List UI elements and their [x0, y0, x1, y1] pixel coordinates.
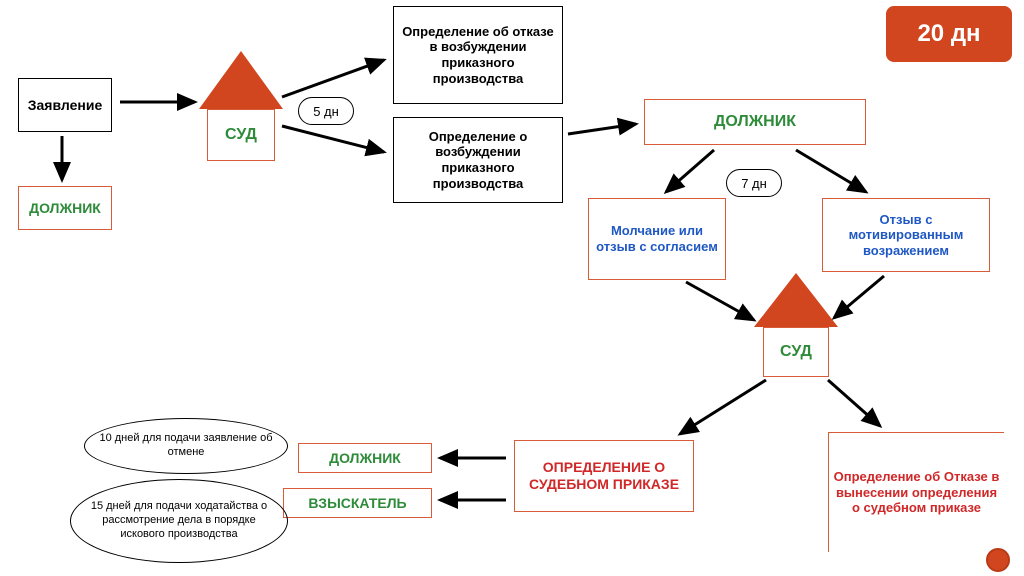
vzyskatel-label: ВЗЫСКАТЕЛЬ: [308, 495, 406, 512]
box-otzyv-motiv: Отзыв с мотивированным возражением: [822, 198, 990, 272]
pill-7dn-label: 7 дн: [741, 176, 767, 191]
opred-vozb-label: Определение о возбуждении приказного про…: [398, 129, 558, 191]
opred-sud-prikaz-label: ОПРЕДЕЛЕНИЕ О СУДЕБНОМ ПРИКАЗЕ: [519, 459, 689, 493]
pill-5dn: 5 дн: [298, 97, 354, 125]
molchanie-label: Молчание или отзыв с согласием: [596, 223, 718, 254]
ellipse-15dn: 15 дней для подачи ходатайства о рассмот…: [70, 479, 288, 563]
box-opred-sud-prikaz: ОПРЕДЕЛЕНИЕ О СУДЕБНОМ ПРИКАЗЕ: [514, 440, 694, 512]
badge-20dn: 20 дн: [886, 6, 1012, 62]
box-opred-otkaz-bottom: Определение об Отказе в вынесении опреде…: [828, 432, 1004, 552]
pill-5dn-label: 5 дн: [313, 104, 339, 119]
dolzhnik-right-label: ДОЛЖНИК: [714, 112, 796, 131]
box-molchanie: Молчание или отзыв с согласием: [588, 198, 726, 280]
otzyv-motiv-label: Отзыв с мотивированным возражением: [827, 212, 985, 259]
pill-7dn: 7 дн: [726, 169, 782, 197]
dolzhnik-bottom-label: ДОЛЖНИК: [329, 450, 401, 467]
box-dolzhnik-left: ДОЛЖНИК: [18, 186, 112, 230]
ellipse-10dn-label: 10 дней для подачи заявление об отмене: [99, 432, 273, 460]
sud-bottom-label: СУД: [780, 342, 812, 361]
box-dolzhnik-right: ДОЛЖНИК: [644, 99, 866, 145]
box-zayavlenie: Заявление: [18, 78, 112, 132]
opred-otkaz-top-label: Определение об отказе в возбуждении прик…: [398, 24, 558, 86]
dolzhnik-left-label: ДОЛЖНИК: [29, 200, 101, 217]
zayavlenie-label: Заявление: [28, 97, 103, 114]
court-triangle-top: [199, 51, 283, 109]
court-triangle-bottom: [754, 273, 838, 327]
ellipse-15dn-label: 15 дней для подачи ходатайства о рассмот…: [85, 500, 273, 541]
box-sud-bottom: СУД: [763, 327, 829, 377]
box-sud-top: СУД: [207, 109, 275, 161]
opred-otkaz-bottom-label: Определение об Отказе в вынесении опреде…: [833, 469, 1000, 516]
decorative-circle: [986, 548, 1010, 572]
box-opred-otkaz-top: Определение об отказе в возбуждении прик…: [393, 6, 563, 104]
badge-20dn-label: 20 дн: [917, 20, 980, 48]
ellipse-10dn: 10 дней для подачи заявление об отмене: [84, 418, 288, 474]
box-dolzhnik-bottom: ДОЛЖНИК: [298, 443, 432, 473]
box-vzyskatel: ВЗЫСКАТЕЛЬ: [283, 488, 432, 518]
box-opred-vozb: Определение о возбуждении приказного про…: [393, 117, 563, 203]
sud-top-label: СУД: [225, 125, 257, 144]
